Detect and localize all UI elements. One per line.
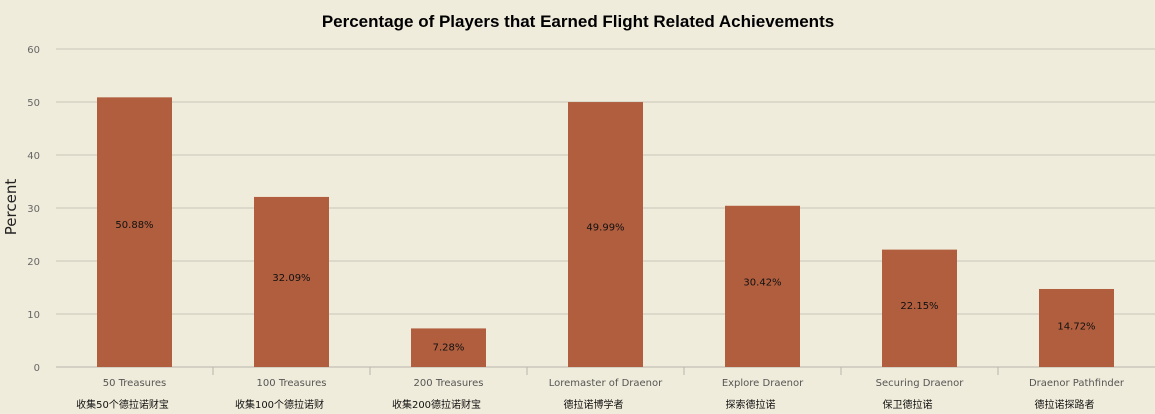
x-tick-label: 100 Treasures bbox=[257, 378, 327, 389]
y-tick-label: 50 bbox=[27, 98, 40, 109]
chart-title: Percentage of Players that Earned Flight… bbox=[322, 12, 834, 31]
bar-data-label: 32.09% bbox=[272, 273, 310, 284]
y-tick-label: 60 bbox=[27, 45, 40, 56]
x-tick-label: 200 Treasures bbox=[414, 378, 484, 389]
bar bbox=[882, 249, 957, 367]
x-tick-sublabel: 保卫德拉诺 bbox=[883, 398, 933, 411]
bar bbox=[568, 102, 643, 367]
y-axis-label: Percent bbox=[2, 179, 20, 236]
x-tick-label: Securing Draenor bbox=[876, 378, 965, 389]
x-tick-sublabel: 收集200德拉诺财宝 bbox=[392, 398, 481, 411]
bar bbox=[1039, 288, 1114, 367]
y-tick-label: 10 bbox=[27, 310, 40, 321]
y-tick-label: 30 bbox=[27, 204, 40, 215]
y-tick-label: 40 bbox=[27, 151, 40, 162]
bar-data-label: 50.88% bbox=[115, 220, 153, 231]
y-axis-ticks: 0 10 20 30 40 50 60 bbox=[27, 45, 40, 374]
bar-data-label: 30.42% bbox=[743, 278, 781, 289]
x-tick-label: Draenor Pathfinder bbox=[1029, 378, 1125, 389]
x-tick-label: Loremaster of Draenor bbox=[549, 378, 663, 389]
bar bbox=[97, 97, 172, 367]
x-tick-sublabel: 探索德拉诺 bbox=[726, 398, 776, 411]
x-tick-sublabel: 收集100个德拉诺财 bbox=[235, 398, 324, 411]
x-tick-sublabel: 德拉诺探路者 bbox=[1035, 398, 1095, 411]
x-axis-ticks: 50 Treasures 收集50个德拉诺财宝 100 Treasures 收集100… bbox=[76, 367, 1125, 411]
bar bbox=[254, 196, 329, 367]
y-tick-label: 20 bbox=[27, 257, 40, 268]
bar bbox=[725, 205, 800, 367]
bar-data-label: 22.15% bbox=[900, 301, 938, 312]
x-tick-label: Explore Draenor bbox=[722, 378, 804, 389]
y-tick-label: 0 bbox=[34, 363, 40, 374]
bar-data-label: 14.72% bbox=[1057, 322, 1095, 333]
bars: 50.88% 32.09% 7.28% 49.99% 30.42% 22.15% 14.72… bbox=[97, 97, 1114, 367]
x-tick-label: 50 Treasures bbox=[103, 378, 167, 389]
x-tick-sublabel: 德拉诺博学者 bbox=[564, 398, 624, 411]
bar-data-label: 7.28% bbox=[433, 343, 465, 354]
bar bbox=[411, 328, 486, 367]
x-tick-sublabel: 收集50个德拉诺财宝 bbox=[76, 398, 169, 411]
bar-data-label: 49.99% bbox=[586, 223, 624, 234]
